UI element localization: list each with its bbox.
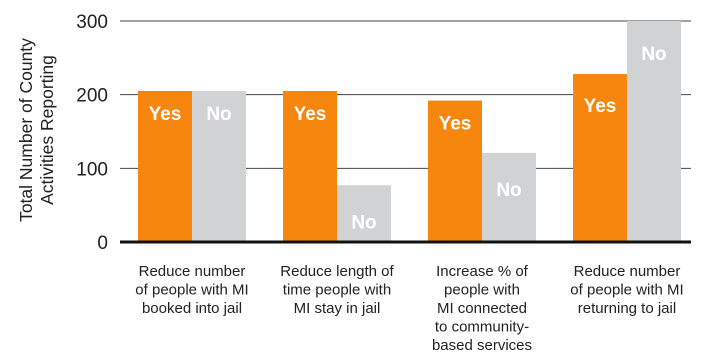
data-labels: Yes No Yes No Yes No Yes No — [149, 44, 667, 233]
category-label-line: of people with MI — [135, 282, 248, 299]
data-label: No — [496, 180, 521, 201]
category-label: Reduce length of time people with MI stay … — [280, 263, 394, 317]
y-tick-label: 100 — [76, 159, 108, 180]
bar-yes — [573, 74, 627, 242]
data-label: Yes — [439, 114, 472, 135]
data-label: No — [351, 212, 376, 233]
bar-yes — [283, 90, 337, 242]
category-label-line: booked into jail — [142, 300, 242, 317]
category-label-line: time people with — [283, 282, 391, 299]
bar-no — [192, 90, 246, 242]
y-axis-title-line: Activities Reporting — [37, 55, 57, 205]
data-label: Yes — [584, 96, 617, 117]
category-label-line: returning to jail — [578, 300, 676, 317]
data-label: No — [641, 44, 666, 65]
category-label-line: to community- — [435, 319, 529, 336]
category-label: Reduce number of people with MI returning … — [570, 263, 683, 317]
category-labels: Reduce number of people with MI booked int… — [135, 263, 683, 354]
category-label: Increase % of people with MI connected to c… — [432, 263, 532, 354]
category-label-line: MI stay in jail — [294, 300, 381, 317]
category-label: Reduce number of people with MI booked int… — [135, 263, 248, 317]
category-label-line: Increase % of — [436, 263, 529, 280]
y-axis-title: Total Number of CountyActivities Reporti… — [16, 38, 57, 222]
y-tick-label: 300 — [76, 12, 108, 33]
bar-no — [627, 21, 681, 242]
y-axis-title-line: Total Number of County — [16, 38, 36, 222]
bar-no — [482, 152, 536, 242]
category-label-line: Reduce number — [574, 263, 681, 280]
bar-yes — [138, 90, 192, 242]
category-label-line: of people with MI — [570, 282, 683, 299]
bar-yes — [428, 100, 482, 242]
category-label-line: Reduce number — [139, 263, 246, 280]
bar-no — [337, 185, 391, 242]
category-label-line: based services — [432, 337, 532, 354]
category-label-line: people with — [444, 282, 520, 299]
data-label: No — [206, 104, 231, 125]
data-label: Yes — [294, 104, 327, 125]
category-label-line: Reduce length of — [280, 263, 394, 280]
y-tick-label: 200 — [76, 86, 108, 107]
y-tick-labels: 0 100 200 300 — [76, 12, 108, 254]
y-axis-label: Total Number of CountyActivities Reporti… — [16, 38, 57, 222]
y-tick-label: 0 — [97, 233, 108, 254]
bars — [138, 21, 681, 242]
category-label-line: MI connected — [437, 300, 527, 317]
data-label: Yes — [149, 104, 182, 125]
